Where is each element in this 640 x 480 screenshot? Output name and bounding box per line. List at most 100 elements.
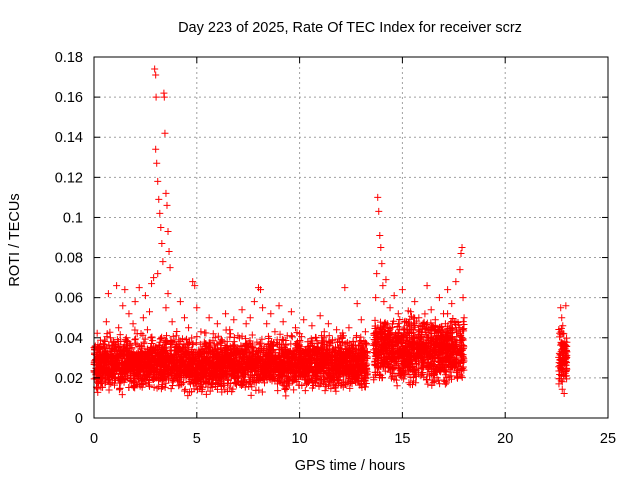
data-point bbox=[192, 339, 200, 347]
data-point bbox=[328, 365, 336, 373]
data-point bbox=[356, 364, 364, 372]
data-point bbox=[313, 372, 321, 380]
data-point bbox=[91, 349, 99, 357]
data-point bbox=[218, 353, 226, 361]
data-point bbox=[154, 360, 162, 368]
data-point bbox=[114, 356, 122, 364]
data-point bbox=[105, 341, 113, 349]
data-point bbox=[320, 341, 328, 349]
data-point bbox=[172, 372, 180, 380]
data-point bbox=[282, 341, 290, 349]
data-point bbox=[329, 344, 337, 352]
data-point bbox=[248, 331, 256, 339]
data-point bbox=[336, 337, 344, 345]
data-point bbox=[243, 361, 251, 369]
data-point bbox=[226, 351, 234, 359]
data-point bbox=[179, 343, 187, 351]
data-point bbox=[255, 353, 263, 361]
data-point bbox=[180, 360, 188, 368]
data-point bbox=[174, 363, 182, 371]
x-tick-label: 25 bbox=[600, 431, 616, 447]
data-point bbox=[265, 344, 273, 352]
data-point bbox=[268, 354, 276, 362]
y-tick-label: 0 bbox=[75, 411, 83, 427]
data-point bbox=[159, 352, 167, 360]
data-point bbox=[184, 392, 192, 400]
data-point bbox=[185, 344, 193, 352]
data-point bbox=[208, 380, 216, 388]
data-point bbox=[202, 364, 210, 372]
data-point bbox=[237, 352, 245, 360]
data-point bbox=[104, 376, 112, 384]
data-point bbox=[453, 373, 461, 381]
data-point bbox=[349, 349, 357, 357]
data-point bbox=[246, 354, 254, 362]
data-point bbox=[158, 346, 166, 354]
data-point bbox=[149, 375, 157, 383]
data-point bbox=[333, 370, 341, 378]
data-point bbox=[200, 338, 208, 346]
data-point bbox=[301, 387, 309, 395]
data-point bbox=[199, 369, 207, 377]
data-point bbox=[211, 334, 219, 342]
data-point bbox=[317, 380, 325, 388]
data-point bbox=[94, 388, 102, 396]
data-point bbox=[331, 384, 339, 392]
data-point bbox=[206, 350, 214, 358]
data-point bbox=[208, 366, 216, 374]
data-point bbox=[115, 386, 123, 394]
data-point bbox=[117, 337, 125, 345]
data-point bbox=[177, 348, 185, 356]
data-point bbox=[134, 373, 142, 381]
data-point bbox=[209, 360, 217, 368]
data-point bbox=[346, 384, 354, 392]
data-point bbox=[190, 365, 198, 373]
data-point bbox=[113, 336, 121, 344]
data-point bbox=[315, 366, 323, 374]
data-point bbox=[307, 348, 315, 356]
data-point bbox=[341, 355, 349, 363]
data-point bbox=[361, 359, 369, 367]
data-point bbox=[355, 363, 363, 371]
data-point bbox=[318, 337, 326, 345]
data-point bbox=[118, 391, 126, 399]
data-point bbox=[346, 377, 354, 385]
data-point bbox=[345, 370, 353, 378]
data-point bbox=[131, 351, 139, 359]
data-point bbox=[188, 334, 196, 342]
data-point bbox=[154, 356, 162, 364]
data-point bbox=[227, 346, 235, 354]
data-point bbox=[159, 372, 167, 380]
data-point bbox=[231, 368, 239, 376]
data-point bbox=[128, 359, 136, 367]
data-point bbox=[96, 346, 104, 354]
data-point bbox=[272, 364, 280, 372]
data-point bbox=[188, 348, 196, 356]
y-tick-label: 0.16 bbox=[55, 90, 83, 106]
data-point bbox=[187, 375, 195, 383]
data-point bbox=[99, 340, 107, 348]
data-point bbox=[322, 356, 330, 364]
data-point bbox=[239, 380, 247, 388]
data-point bbox=[190, 355, 198, 363]
data-point bbox=[215, 358, 223, 366]
data-point bbox=[242, 335, 250, 343]
data-point bbox=[362, 373, 370, 381]
data-point bbox=[230, 350, 238, 358]
data-point bbox=[342, 381, 350, 389]
data-point bbox=[249, 350, 257, 358]
data-point bbox=[169, 381, 177, 389]
data-point bbox=[234, 371, 242, 379]
data-point bbox=[175, 382, 183, 390]
data-point bbox=[202, 390, 210, 398]
data-point bbox=[213, 340, 221, 348]
data-point bbox=[285, 366, 293, 374]
data-point bbox=[356, 341, 364, 349]
data-point bbox=[186, 388, 194, 396]
data-point bbox=[357, 337, 365, 345]
data-point bbox=[229, 355, 237, 363]
data-point bbox=[116, 331, 124, 339]
data-point bbox=[157, 335, 165, 343]
